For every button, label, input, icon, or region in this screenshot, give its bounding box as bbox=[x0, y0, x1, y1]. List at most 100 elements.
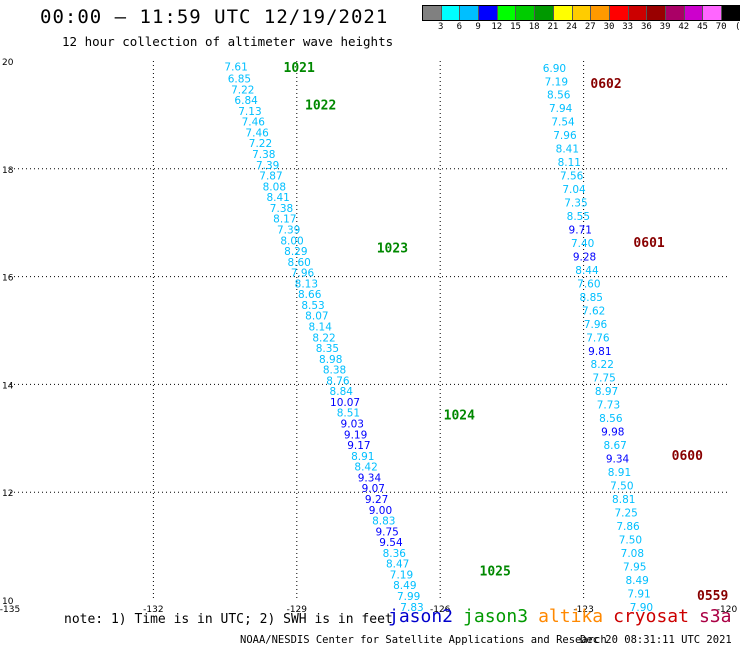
wave-height-point: 7.95 bbox=[623, 561, 646, 573]
color-scale-label: 45 bbox=[697, 22, 708, 32]
color-swatch bbox=[497, 6, 517, 20]
wave-height-point: 8.41 bbox=[266, 192, 289, 204]
wave-height-point: 7.86 bbox=[616, 521, 640, 533]
wave-height-point: 8.76 bbox=[326, 375, 350, 387]
wave-height-point: 8.60 bbox=[287, 257, 310, 269]
wave-height-point: 7.39 bbox=[277, 224, 300, 236]
wave-height-point: 8.91 bbox=[351, 451, 374, 463]
wave-height-point: 9.00 bbox=[369, 505, 392, 517]
color-scale-label: 70 bbox=[715, 22, 727, 32]
wave-height-point: 7.96 bbox=[584, 319, 608, 331]
pass-time-label: 1024 bbox=[444, 408, 475, 423]
wave-height-point: 7.75 bbox=[592, 373, 615, 385]
wave-height-point: 7.76 bbox=[586, 332, 610, 344]
color-swatch bbox=[609, 6, 629, 20]
wave-height-point: 8.42 bbox=[354, 462, 377, 474]
color-swatch bbox=[553, 6, 573, 20]
wave-height-point: 7.40 bbox=[571, 238, 594, 250]
wave-height-point: 7.83 bbox=[400, 602, 423, 614]
wave-height-point: 9.54 bbox=[379, 537, 403, 549]
wave-height-point: 7.56 bbox=[560, 171, 584, 183]
wave-height-point: 8.29 bbox=[284, 246, 307, 258]
wave-height-point: 7.19 bbox=[390, 569, 413, 581]
wave-height-point: 8.56 bbox=[547, 90, 571, 102]
wave-height-point: 9.98 bbox=[601, 427, 624, 439]
pass-time-label: 0602 bbox=[590, 77, 621, 92]
wave-height-point: 8.97 bbox=[595, 386, 618, 398]
units-note: note: 1) Time is in UTC; 2) SWH is in fe… bbox=[64, 612, 393, 627]
wave-height-point: 7.22 bbox=[231, 84, 254, 96]
wave-height-point: 7.99 bbox=[397, 591, 420, 603]
pass-time-label: 1021 bbox=[284, 61, 315, 76]
color-swatch bbox=[684, 6, 704, 20]
wave-height-point: 8.36 bbox=[383, 548, 407, 560]
wave-height-point: 7.13 bbox=[238, 106, 261, 118]
wave-height-point: 8.44 bbox=[575, 265, 599, 277]
legend-item: s3a bbox=[698, 606, 732, 627]
wave-height-point: 9.71 bbox=[569, 224, 592, 236]
color-scale-label: 24 bbox=[566, 22, 578, 32]
wave-height-point: 8.53 bbox=[301, 300, 324, 312]
legend-item: jason3 bbox=[463, 606, 529, 627]
wave-height-point: 8.08 bbox=[263, 181, 286, 193]
wave-height-point: 8.56 bbox=[599, 413, 623, 425]
color-swatch bbox=[703, 6, 722, 20]
page-subtitle: 12 hour collection of altimeter wave hei… bbox=[62, 34, 394, 49]
color-scale-bar bbox=[422, 5, 740, 21]
x-tick-label: -132 bbox=[143, 605, 163, 615]
color-scale-unit: (ft) bbox=[735, 22, 740, 32]
color-scale-label: 3 bbox=[437, 22, 444, 32]
wave-height-point: 9.07 bbox=[362, 483, 385, 495]
color-scale-label: 15 bbox=[510, 22, 521, 32]
wave-height-point: 8.11 bbox=[558, 157, 581, 169]
wave-height-point: 8.14 bbox=[309, 322, 333, 334]
wave-height-point: 8.51 bbox=[337, 408, 360, 420]
wave-height-point: 8.35 bbox=[316, 343, 339, 355]
legend-item: jason2 bbox=[388, 606, 454, 627]
pass-time-label: 1023 bbox=[377, 241, 408, 256]
y-tick-label: 20 bbox=[2, 58, 14, 68]
x-tick-label: -123 bbox=[573, 605, 593, 615]
wave-height-point: 7.08 bbox=[621, 548, 644, 560]
color-scale-label: 6 bbox=[456, 22, 463, 32]
wave-height-point: 9.34 bbox=[358, 472, 382, 484]
color-swatch bbox=[628, 6, 648, 20]
wave-height-point: 7.87 bbox=[259, 171, 282, 183]
wave-height-point: 7.04 bbox=[562, 184, 586, 196]
wave-height-point: 7.54 bbox=[551, 117, 575, 129]
wave-height-point: 10.07 bbox=[330, 397, 360, 409]
wave-height-point: 9.81 bbox=[588, 346, 611, 358]
wave-height-point: 9.28 bbox=[573, 251, 596, 263]
wave-height-point: 7.91 bbox=[627, 588, 650, 600]
color-swatch bbox=[572, 6, 592, 20]
page-title: 00:00 – 11:59 UTC 12/19/2021 bbox=[40, 6, 389, 28]
pass-time-label: 1022 bbox=[305, 99, 336, 114]
wave-height-point: 9.27 bbox=[365, 494, 388, 506]
wave-height-point: 8.55 bbox=[567, 211, 590, 223]
color-scale-label: 30 bbox=[603, 22, 615, 32]
wave-height-point: 9.34 bbox=[606, 454, 630, 466]
x-tick-label: -135 bbox=[0, 605, 20, 615]
wave-height-point: 8.66 bbox=[298, 289, 322, 301]
wave-height-point: 7.60 bbox=[577, 278, 600, 290]
wave-height-point: 7.19 bbox=[545, 76, 568, 88]
wave-height-point: 7.39 bbox=[256, 160, 279, 172]
color-scale-label: 36 bbox=[640, 22, 652, 32]
color-swatch bbox=[535, 6, 554, 20]
wave-height-point: 6.85 bbox=[228, 74, 251, 86]
wave-height-point: 8.13 bbox=[295, 278, 318, 290]
wave-height-point: 8.85 bbox=[580, 292, 603, 304]
wave-height-point: 8.91 bbox=[608, 467, 631, 479]
pass-time-label: 0601 bbox=[633, 236, 664, 251]
wave-height-point: 8.41 bbox=[556, 144, 579, 156]
wave-height-point: 7.62 bbox=[582, 305, 605, 317]
color-swatch bbox=[591, 6, 610, 20]
wave-height-point: 7.96 bbox=[553, 130, 577, 142]
wave-height-point: 8.22 bbox=[591, 359, 614, 371]
wave-height-point: 7.38 bbox=[270, 203, 293, 215]
wave-height-point: 8.38 bbox=[323, 365, 346, 377]
y-tick-label: 18 bbox=[2, 166, 14, 176]
wave-height-point: 9.17 bbox=[347, 440, 370, 452]
wave-height-point: 8.83 bbox=[372, 516, 395, 528]
